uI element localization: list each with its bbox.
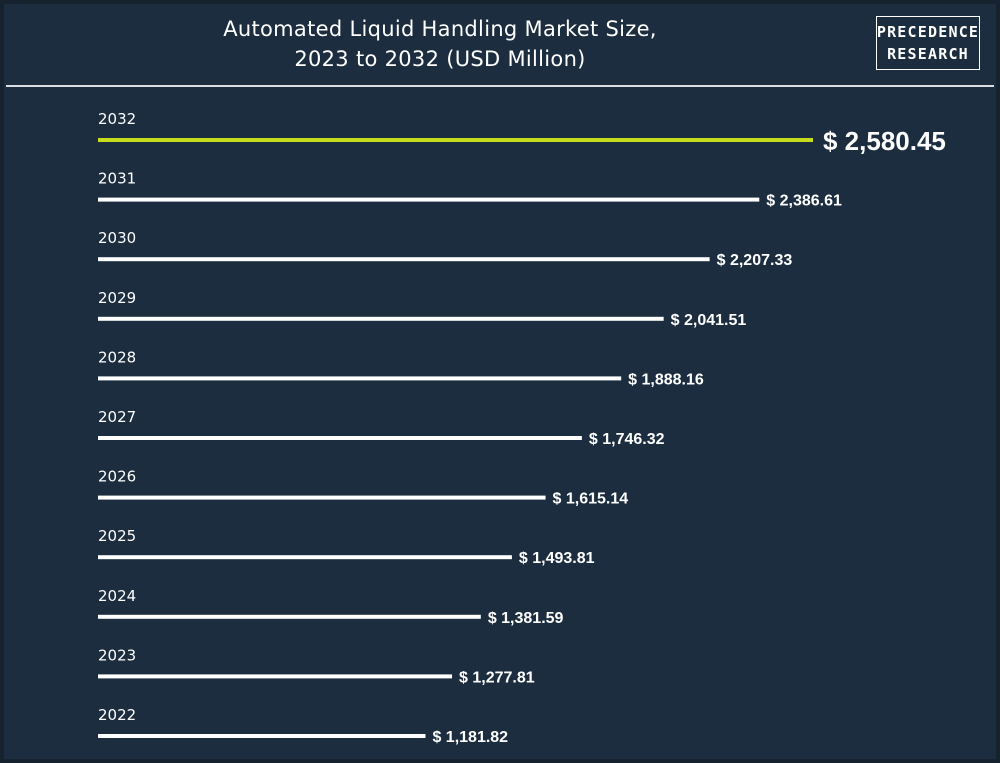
year-label-2025: 2025 bbox=[98, 527, 136, 545]
year-label-2029: 2029 bbox=[98, 289, 136, 307]
year-label-2027: 2027 bbox=[98, 408, 136, 426]
value-label-2027: $ 1,746.32 bbox=[589, 431, 665, 448]
year-label-2022: 2022 bbox=[98, 706, 136, 724]
year-label-2031: 2031 bbox=[98, 170, 136, 188]
value-label-2031: $ 2,386.61 bbox=[766, 193, 842, 210]
bar-2024 bbox=[98, 614, 481, 619]
year-label-2026: 2026 bbox=[98, 468, 136, 486]
bar-2026 bbox=[98, 495, 546, 500]
bar-2023 bbox=[98, 674, 453, 679]
value-label-2023: $ 1,277.81 bbox=[459, 669, 535, 686]
bar-2022 bbox=[98, 734, 426, 738]
value-label-2028: $ 1,888.16 bbox=[628, 371, 704, 388]
chart-title-line-2: 2023 to 2032 (USD Million) bbox=[294, 47, 586, 71]
value-label-2025: $ 1,493.81 bbox=[519, 550, 595, 567]
bar-2027 bbox=[98, 436, 582, 440]
value-label-2024: $ 1,381.59 bbox=[488, 610, 564, 627]
bar-2030 bbox=[98, 257, 710, 262]
value-label-2022: $ 1,181.82 bbox=[432, 729, 508, 746]
year-label-2030: 2030 bbox=[98, 229, 136, 247]
year-label-2024: 2024 bbox=[98, 587, 136, 605]
year-label-2023: 2023 bbox=[98, 646, 136, 664]
year-label-2032: 2032 bbox=[98, 110, 136, 128]
header-divider bbox=[6, 85, 994, 87]
bar-2032 bbox=[98, 138, 813, 142]
value-label-2030: $ 2,207.33 bbox=[717, 252, 793, 269]
precedence-research-logo: PRECEDENCE RESEARCH bbox=[876, 16, 980, 70]
bar-2029 bbox=[98, 316, 664, 321]
chart-title-line-1: Automated Liquid Handling Market Size, bbox=[223, 17, 657, 41]
chart-title: Automated Liquid Handling Market Size, 2… bbox=[140, 14, 740, 74]
bar-2025 bbox=[98, 555, 512, 560]
value-label-2029: $ 2,041.51 bbox=[671, 312, 747, 329]
logo-line-1: PRECEDENCE bbox=[876, 23, 980, 41]
bar-2028 bbox=[98, 376, 622, 381]
value-label-2032: $ 2,580.45 bbox=[823, 126, 946, 156]
value-label-2026: $ 1,615.14 bbox=[553, 491, 629, 508]
bar-2031 bbox=[98, 197, 760, 202]
logo-line-2: RESEARCH bbox=[887, 45, 969, 63]
year-label-2028: 2028 bbox=[98, 348, 136, 366]
